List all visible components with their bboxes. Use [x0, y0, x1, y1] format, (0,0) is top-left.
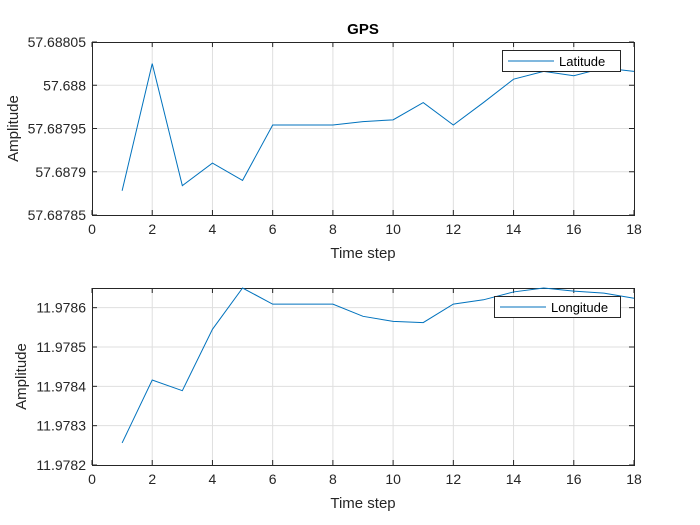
x-tick-label: 2	[148, 221, 156, 237]
x-tick-label: 8	[329, 471, 337, 487]
y-tick-label: 11.9786	[36, 300, 86, 316]
x-tick-label: 0	[88, 471, 96, 487]
x-tick-label: 12	[446, 221, 462, 237]
chart-panel-2: 0 2 4 6 8 10 12 14 16 18 11.9782 11.9783 11.9784 11.9…	[13, 287, 642, 512]
y-tick-label: 11.9785	[36, 339, 86, 355]
axes-box	[92, 288, 635, 466]
legend-label: Longitude	[551, 300, 608, 315]
x-tick-label: 16	[566, 471, 582, 487]
x-tick-label: 0	[88, 221, 96, 237]
y-tick-label: 11.9784	[36, 378, 86, 394]
x-tick-label: 4	[209, 471, 217, 487]
chart-panel-1: 0 2 4 6 8 10 12 14 16 18 57.68785 57.6879 57.68795 57…	[5, 21, 642, 262]
legend-box	[494, 296, 621, 318]
x-tick-label: 16	[566, 221, 582, 237]
x-tick-label: 18	[626, 221, 642, 237]
x-tick-label: 6	[269, 221, 277, 237]
y-tick-label: 57.68785	[28, 207, 87, 223]
x-axis-label: Time step	[330, 495, 395, 512]
y-axis-label: Amplitude	[13, 343, 30, 410]
y-tick-label: 11.9783	[36, 418, 86, 434]
x-tick-label: 6	[269, 471, 277, 487]
x-tick-label: 10	[385, 221, 401, 237]
series-line-longitude	[121, 287, 635, 444]
x-tick-label: 8	[329, 221, 337, 237]
y-tick-label: 11.9782	[36, 457, 86, 473]
y-tick-label: 57.68795	[28, 121, 87, 137]
x-tick-label: 10	[385, 471, 401, 487]
series-line-latitude	[121, 63, 635, 191]
x-tick-label: 14	[506, 221, 522, 237]
y-tick-label: 57.688	[43, 77, 86, 93]
legend-label: Latitude	[559, 54, 605, 69]
x-tick-label: 12	[446, 471, 462, 487]
x-axis-label: Time step	[330, 245, 395, 262]
legend: Longitude	[494, 296, 621, 318]
y-axis-label: Amplitude	[5, 95, 22, 162]
x-tick-label: 14	[506, 471, 522, 487]
x-tick-label: 18	[626, 471, 642, 487]
x-tick-label: 4	[209, 221, 217, 237]
x-tick-label: 2	[148, 471, 156, 487]
y-tick-label: 57.68805	[28, 34, 87, 50]
legend: Latitude	[502, 50, 621, 72]
chart-title: GPS	[347, 21, 379, 38]
legend-box	[502, 50, 621, 72]
y-tick-label: 57.6879	[35, 164, 86, 180]
